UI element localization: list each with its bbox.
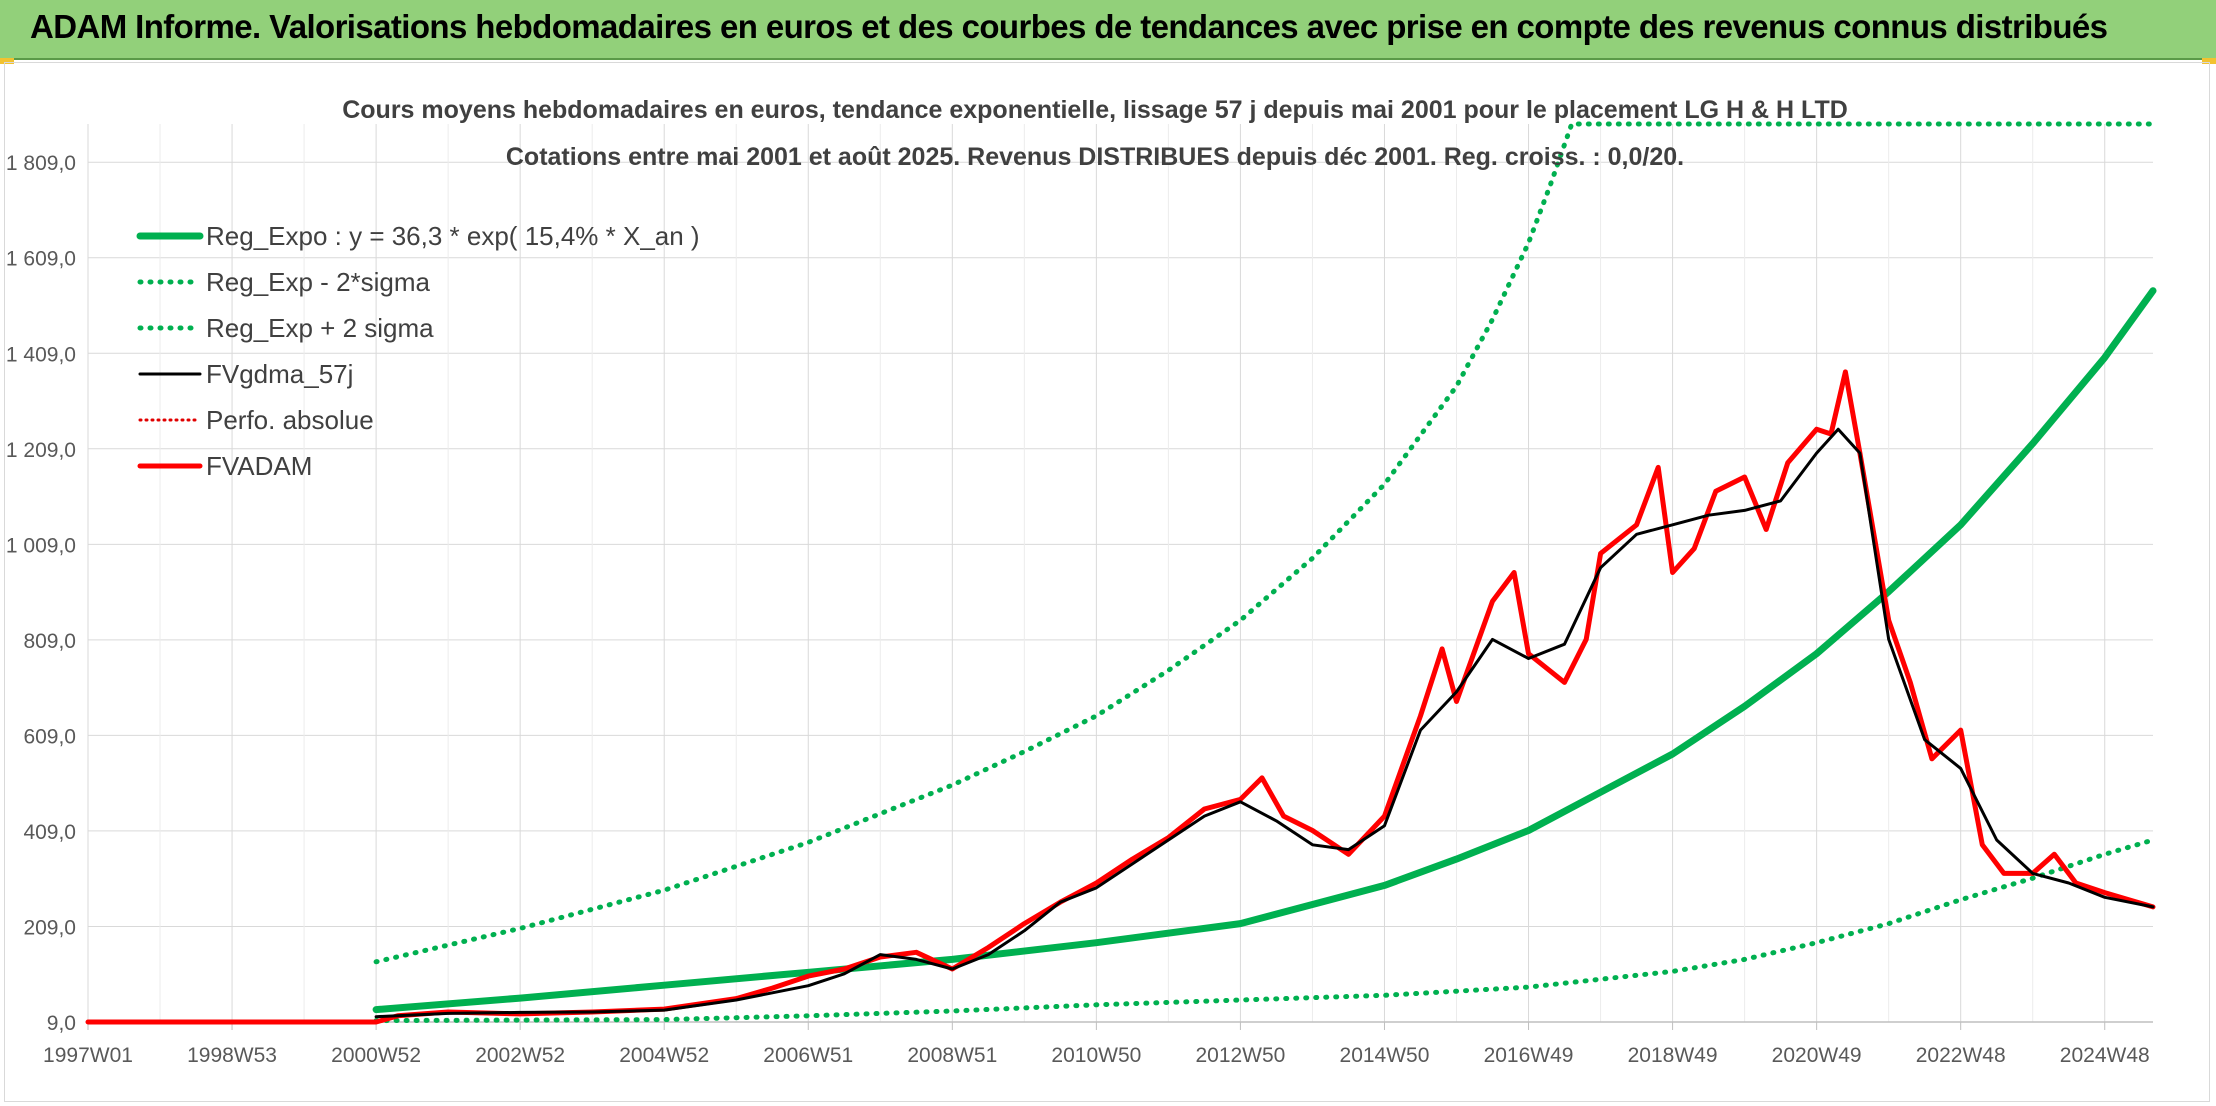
x-tick-label: 2022W48	[1916, 1044, 2006, 1067]
corner-marker-top-left	[0, 58, 14, 64]
y-tick-label: 209,0	[23, 916, 76, 939]
y-axis-ticks: 9,0 209,0 409,0 609,0 809,0 1 009,0 1 209,0 1 4…	[6, 152, 76, 1035]
x-tick-label: 2018W49	[1628, 1044, 1718, 1067]
legend-label: Reg_Exp - 2*sigma	[206, 267, 431, 297]
series-line	[374, 427, 2155, 1019]
y-tick-label: 409,0	[23, 821, 76, 844]
legend: Reg_Expo : y = 36,3 * exp( 15,4% * X_an …	[136, 221, 700, 481]
x-tick-label: 2000W52	[331, 1044, 421, 1067]
chart-frame	[4, 62, 2210, 1102]
y-tick-label: 809,0	[23, 630, 76, 653]
page-title: ADAM Informe. Valorisations hebdomadaire…	[30, 8, 2108, 45]
chart-subtitle: Cotations entre mai 2001 et août 2025. R…	[506, 143, 1684, 171]
x-tick-label: 2006W51	[763, 1044, 853, 1067]
y-tick-label: 1 809,0	[6, 152, 76, 175]
x-tick-label: 2008W51	[907, 1044, 997, 1067]
x-tick-label: 2020W49	[1772, 1044, 1862, 1067]
y-tick-label: 1 209,0	[6, 439, 76, 462]
legend-label: Perfo. absolue	[206, 405, 374, 435]
x-tick-label: 2004W52	[619, 1044, 709, 1067]
legend-label: Reg_Expo : y = 36,3 * exp( 15,4% * X_an …	[206, 221, 700, 251]
x-tick-label: 2002W52	[475, 1044, 565, 1067]
y-tick-label: 1 409,0	[6, 343, 76, 366]
chart-title: Cours moyens hebdomadaires en euros, ten…	[342, 96, 1848, 124]
y-tick-label: 1 009,0	[6, 534, 76, 557]
series-line	[373, 121, 2156, 965]
series-line	[373, 837, 2156, 1024]
x-tick-label: 2014W50	[1340, 1044, 1430, 1067]
x-tick-label: 2016W49	[1484, 1044, 1574, 1067]
grid	[87, 124, 2153, 1030]
y-tick-label: 1 609,0	[6, 248, 76, 271]
series-line	[85, 369, 2156, 1025]
legend-label: FVgdma_57j	[206, 359, 353, 389]
legend-label: FVADAM	[206, 451, 312, 481]
series-line	[372, 287, 2157, 1014]
x-tick-label: 2010W50	[1051, 1044, 1141, 1067]
x-tick-label: 1997W01	[43, 1044, 133, 1067]
series-layer	[85, 121, 2157, 1025]
x-axis-ticks: 1997W01 1998W53 2000W52 2002W52 2004W52 2006W…	[43, 1044, 2150, 1067]
header-banner: ADAM Informe. Valorisations hebdomadaire…	[0, 0, 2216, 60]
legend-label: Reg_Exp + 2 sigma	[206, 313, 434, 343]
x-tick-label: 2012W50	[1195, 1044, 1285, 1067]
x-tick-label: 2024W48	[2060, 1044, 2150, 1067]
y-tick-label: 9,0	[47, 1012, 76, 1035]
x-tick-label: 1998W53	[187, 1044, 277, 1067]
y-tick-label: 609,0	[23, 725, 76, 748]
corner-marker-top-right	[2202, 58, 2216, 64]
